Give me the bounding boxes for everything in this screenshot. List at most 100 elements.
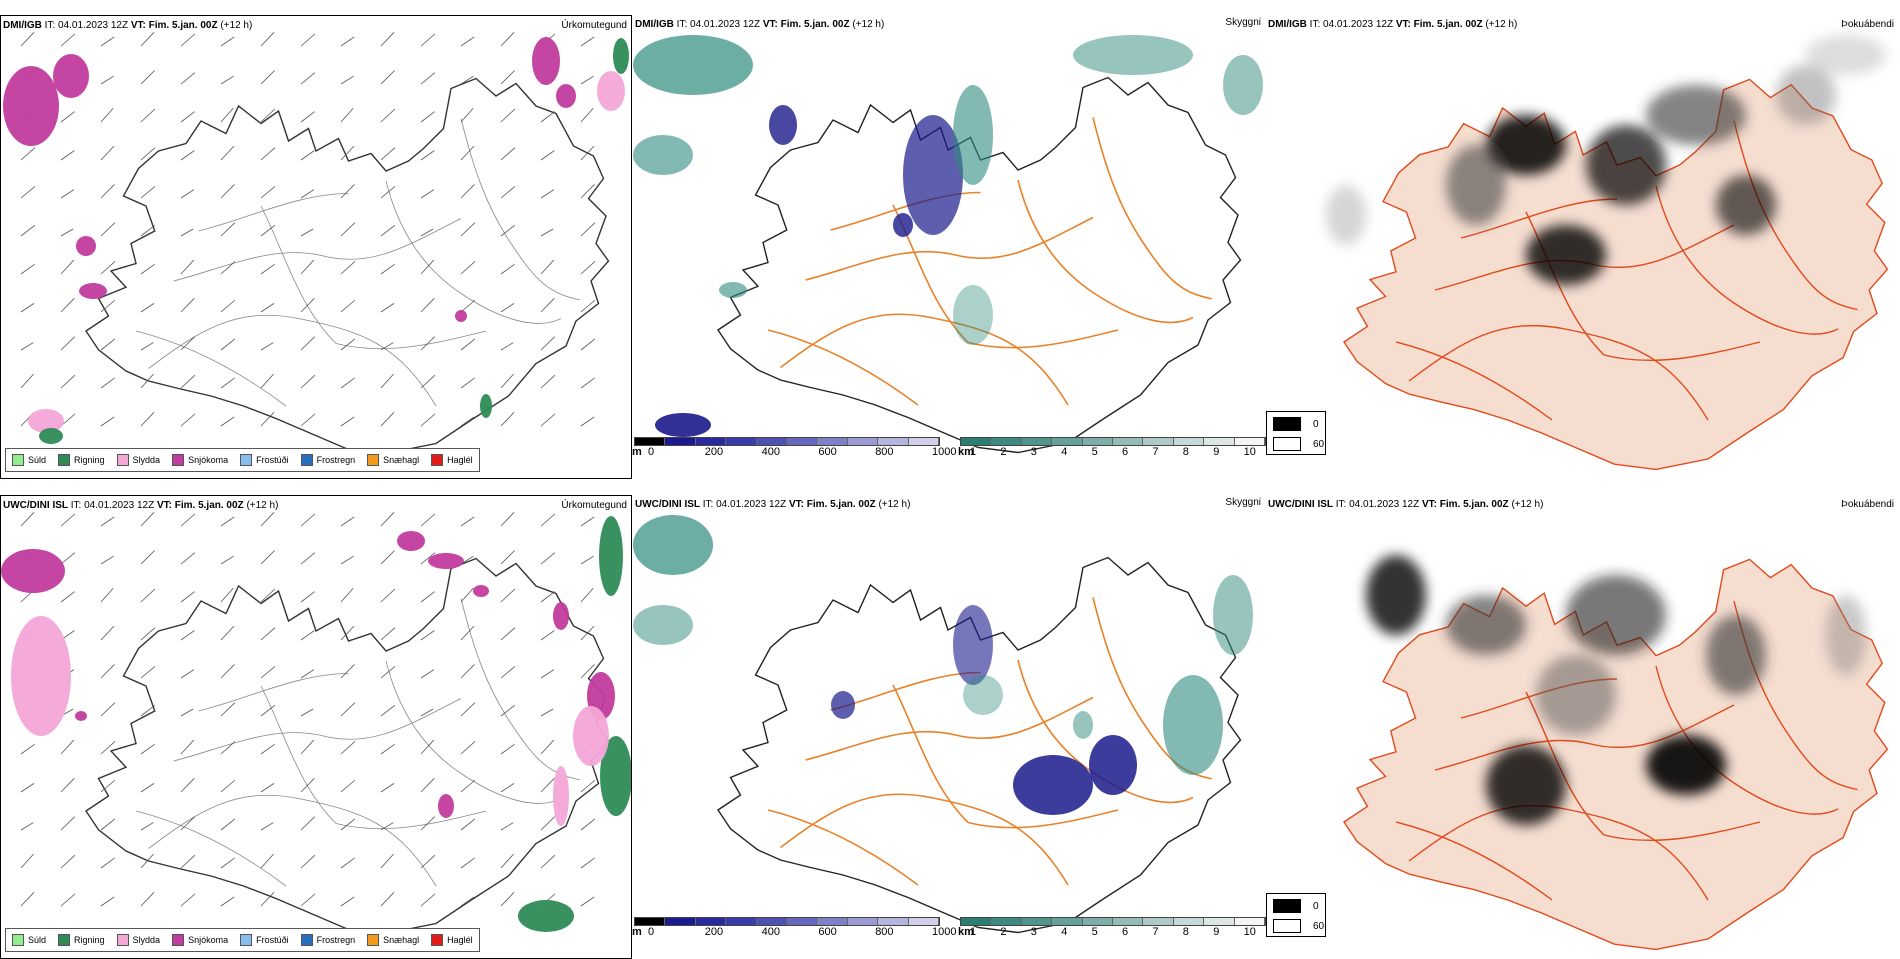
wind-barb [540, 669, 555, 679]
wind-barb [300, 669, 315, 679]
road [1603, 821, 1761, 842]
wind-barb [140, 511, 155, 527]
wind-barb [340, 222, 356, 237]
wind-barb [140, 70, 155, 85]
road [805, 696, 1094, 761]
elevation-tick: 600 [818, 926, 837, 938]
fog-legend: 0 60 [1266, 893, 1326, 937]
fog-area [1716, 175, 1776, 235]
legend-swatch [116, 454, 129, 466]
wind-barb [300, 778, 315, 793]
panel-title: Skyggni [1225, 497, 1261, 508]
wind-barb [500, 70, 515, 85]
road [1434, 704, 1735, 771]
wind-barb [500, 743, 515, 755]
wind-barb [500, 186, 516, 199]
visibility-tick: 10 [1243, 926, 1256, 938]
legend-item-snjókoma: Snjókoma [172, 454, 228, 466]
wind-barb [540, 111, 555, 123]
wind-barb [20, 783, 35, 793]
visibility-area [963, 675, 1003, 715]
wind-barb [540, 413, 556, 427]
road [967, 809, 1119, 829]
legend-label: Súld [28, 935, 47, 945]
legend-swatch [300, 454, 313, 466]
wind-barb [180, 816, 195, 831]
visibility-tick: 1 [970, 446, 977, 458]
wind-barb [500, 891, 515, 907]
wind-barb [220, 261, 236, 275]
wind-barb [180, 591, 195, 603]
legend-label: Rigning [74, 455, 105, 465]
wind-barb [140, 31, 155, 47]
wind-barb [60, 33, 76, 47]
wind-barb [420, 893, 436, 907]
wind-barb [220, 145, 235, 161]
legend-item-snæhagl: Snæhagl [367, 934, 419, 946]
legend-item-slydda: Slydda [116, 454, 160, 466]
wind-barb [580, 75, 594, 85]
visibility-tick: 9 [1213, 926, 1220, 938]
legend-swatch [58, 934, 71, 946]
fog-panel-uwc: UWC/DINI ISL IT: 04.01.2023 12Z VT: Fim.… [1266, 495, 1898, 959]
wind-barb [260, 704, 276, 717]
visibility-tick: 1 [970, 926, 977, 938]
wind-barb [580, 36, 595, 47]
wind-barb [340, 818, 356, 831]
wind-barb [380, 70, 395, 85]
wind-barb [420, 739, 435, 755]
legend-swatch [58, 454, 71, 466]
road [1655, 185, 1839, 335]
wind-barb [540, 708, 554, 717]
fog-legend-swatch [1273, 899, 1301, 913]
road [1460, 198, 1618, 239]
wind-barb [220, 299, 236, 313]
wind-barb [420, 150, 435, 161]
wind-barb [340, 261, 356, 275]
wind-barb [340, 587, 354, 603]
wind-barb [20, 263, 35, 275]
visibility-area [1073, 35, 1193, 75]
visibility-tick: 4 [1061, 926, 1068, 938]
wind-barb [20, 31, 35, 47]
wind-barb [420, 778, 435, 793]
wind-barb [300, 298, 315, 313]
wind-barb [220, 75, 234, 85]
fog-area [1646, 735, 1726, 795]
wind-barb [140, 704, 156, 717]
wind-barb [340, 416, 355, 427]
wind-barb [100, 516, 115, 527]
wind-barb [260, 411, 275, 427]
wind-barb [460, 516, 475, 527]
wind-barb [180, 413, 196, 427]
fog-panel-dmi: DMI/IGB IT: 04.01.2023 12Z VT: Fim. 5.ja… [1266, 15, 1898, 479]
wind-barb [580, 779, 596, 793]
fog-area [1826, 595, 1866, 675]
legend-item-rigning: Rigning [58, 454, 105, 466]
wind-barb [180, 708, 194, 717]
wind-barb [260, 743, 275, 755]
precip-area [518, 900, 574, 932]
visibility-tick: 5 [1091, 926, 1098, 938]
legend-item-súld: Súld [12, 934, 46, 946]
wind-barb [300, 228, 314, 237]
panel-header: UWC/DINI ISL IT: 04.01.2023 12Z VT: Fim.… [635, 499, 911, 510]
wind-barb [180, 739, 195, 755]
panel-header: DMI/IGB IT: 04.01.2023 12Z VT: Fim. 5.ja… [1268, 19, 1518, 30]
precip-type-panel-uwc: UWC/DINI ISL IT: 04.01.2023 12Z VT: Fim.… [0, 495, 632, 959]
wind-barb [380, 186, 396, 199]
visibility-panel-dmi: DMI/IGB IT: 04.01.2023 12Z VT: Fim. 5.ja… [633, 15, 1265, 479]
legend-item-frostregn: Frostregn [300, 934, 355, 946]
wind-barb [580, 299, 596, 313]
wind-barb [100, 184, 115, 199]
legend-swatch [240, 934, 253, 946]
legend-swatch [367, 454, 380, 466]
wind-barb [500, 342, 514, 351]
panel-header: DMI/IGB IT: 04.01.2023 12Z VT: Fim. 5.ja… [3, 20, 253, 31]
visibility-area [1013, 755, 1093, 815]
visibility-area [953, 85, 993, 185]
wind-barb [100, 222, 116, 237]
wind-barb [180, 336, 195, 351]
wind-barb [180, 669, 195, 679]
legend-swatch [172, 454, 185, 466]
